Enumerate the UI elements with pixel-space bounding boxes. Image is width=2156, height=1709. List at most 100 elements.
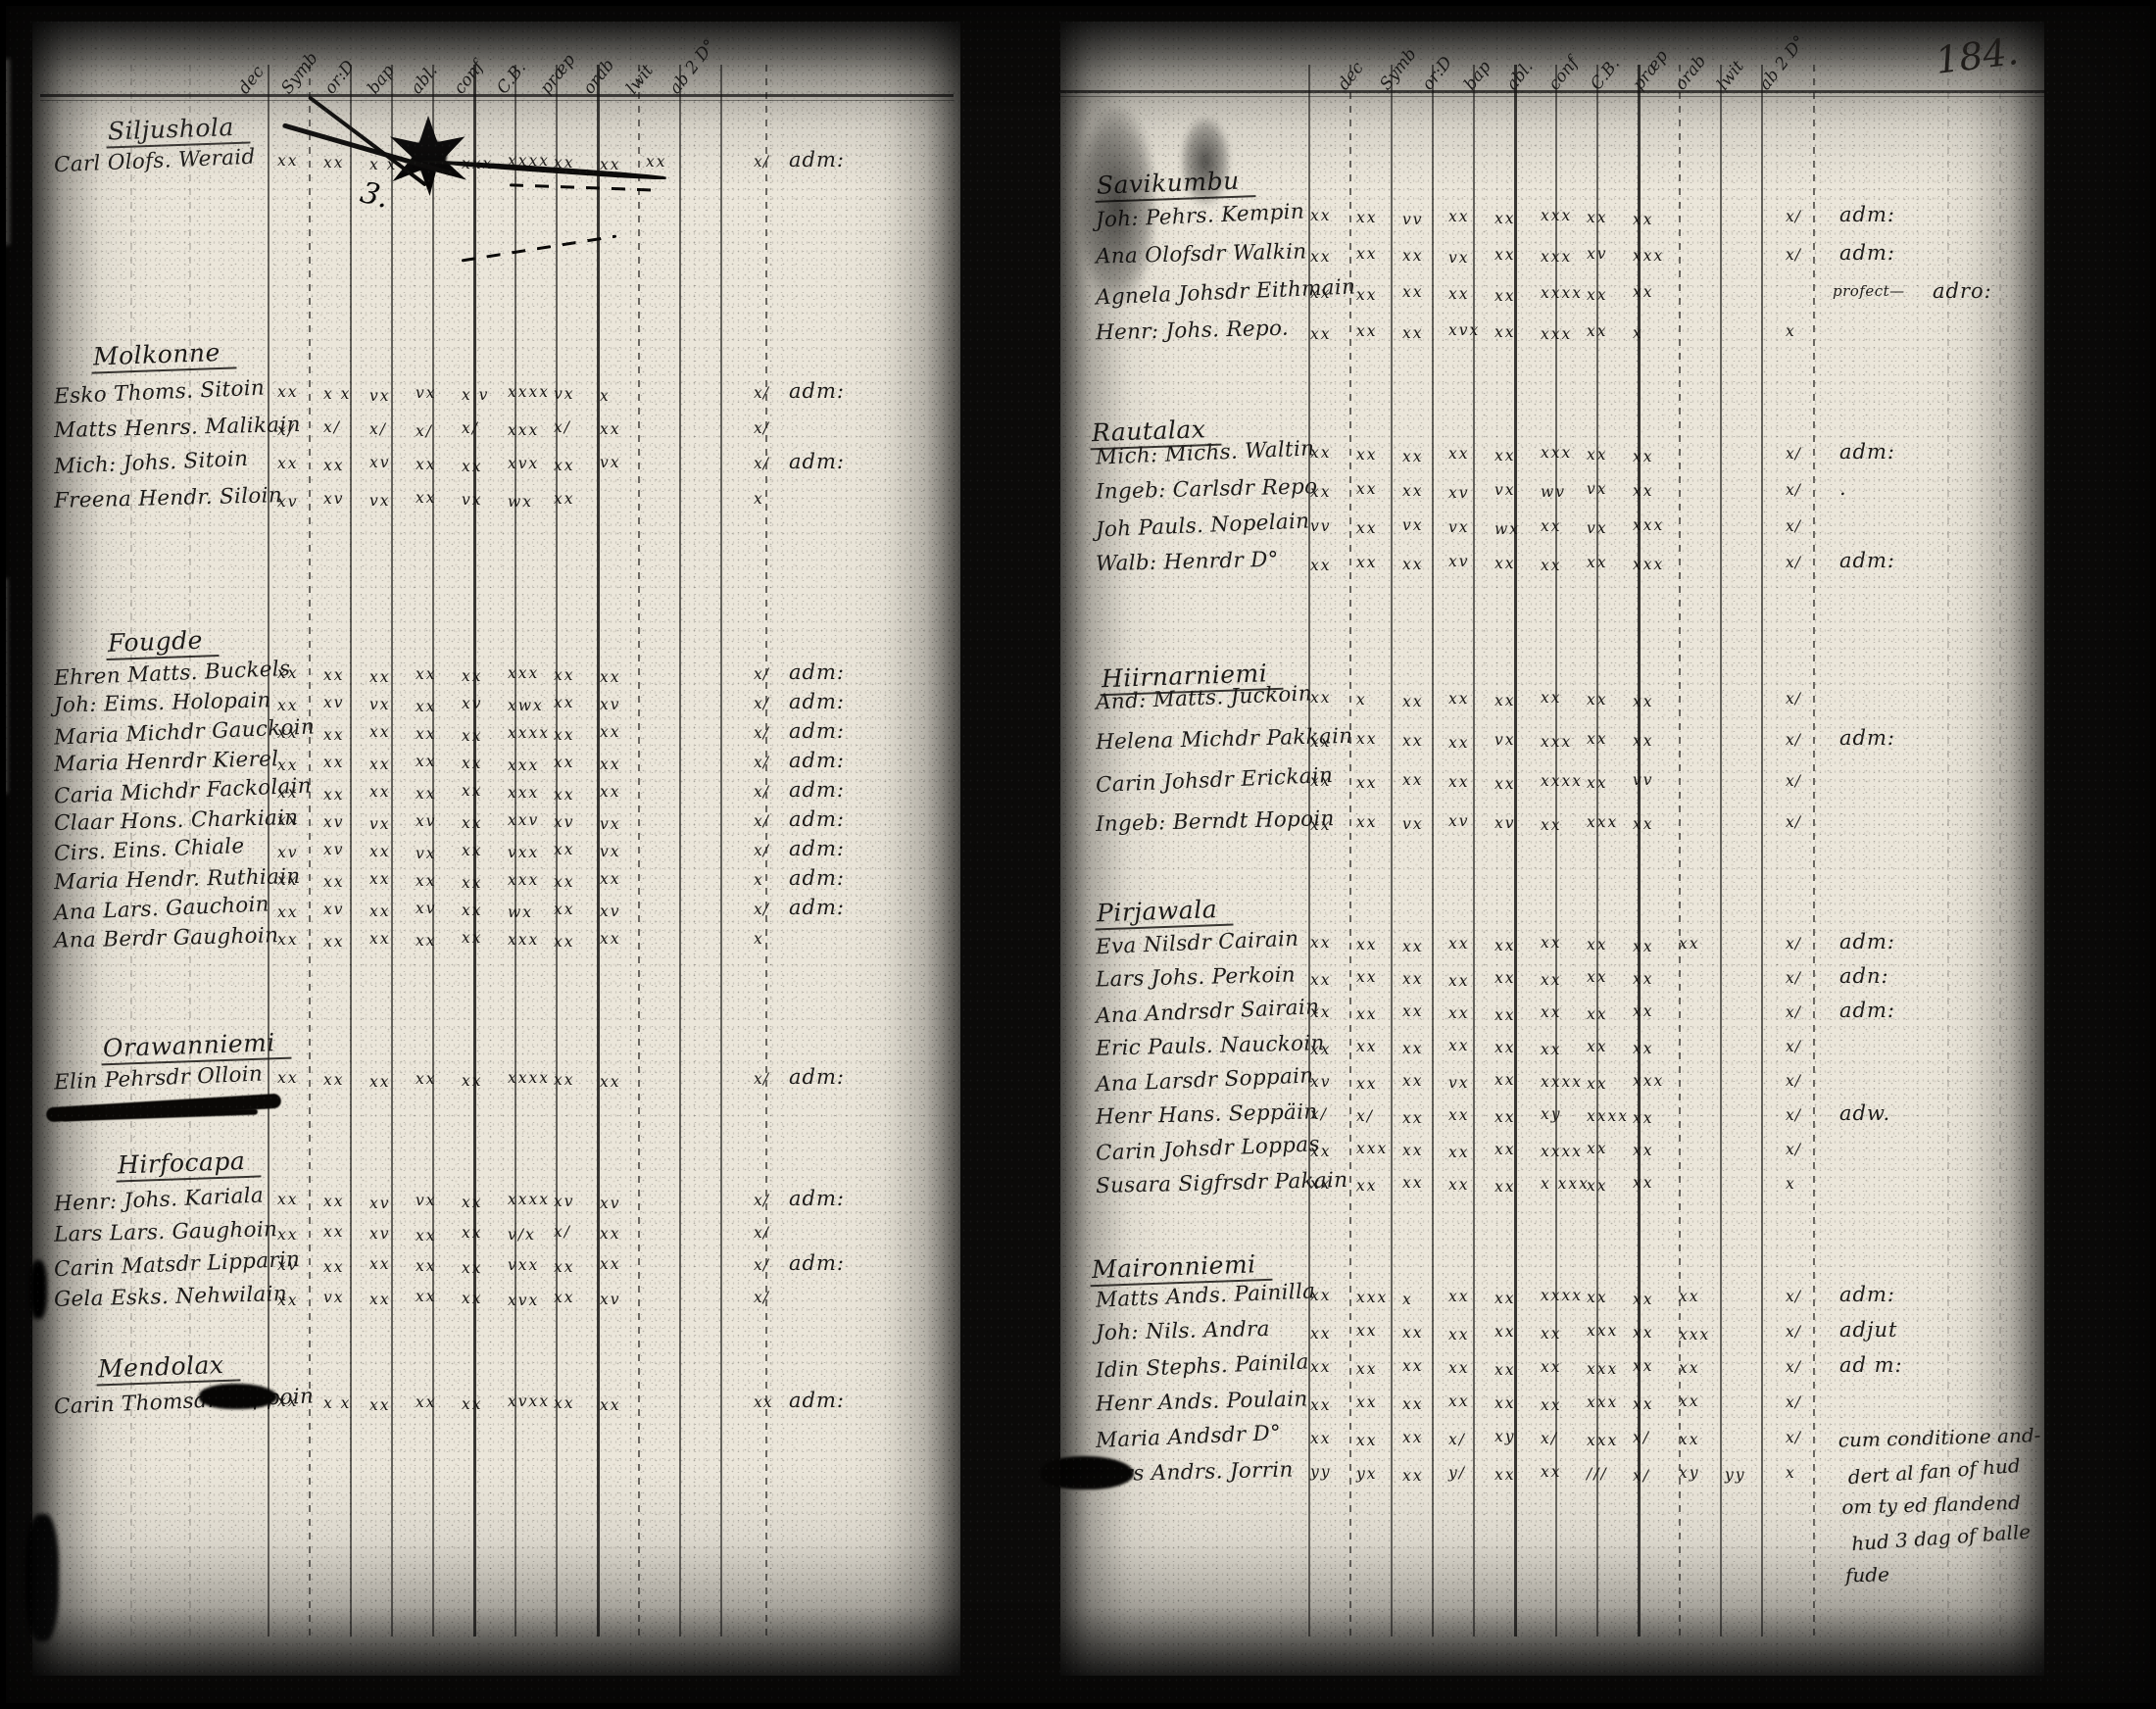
column-rule xyxy=(556,65,558,1636)
column-header: lwit xyxy=(1713,57,1748,94)
communion-marks: xx xyxy=(1310,1041,1332,1058)
column-header: orab xyxy=(579,55,619,98)
communion-marks: xx xyxy=(1402,283,1424,301)
person-name: Freena Hendr. Siloin xyxy=(53,483,283,513)
communion-marks: xx xyxy=(277,903,299,921)
communion-marks: xx xyxy=(1679,1288,1700,1305)
communion-marks: xx xyxy=(600,723,621,741)
communion-marks: xx xyxy=(416,665,437,683)
communion-marks: xx xyxy=(1587,1038,1608,1055)
communion-marks: xx xyxy=(1587,730,1608,748)
communion-marks: xx xyxy=(369,668,391,686)
column-rule-faint xyxy=(189,65,191,1636)
communion-marks: xx xyxy=(554,873,575,891)
communion-marks: xx xyxy=(1402,1072,1424,1090)
communion-marks: xx xyxy=(1448,690,1470,708)
communion-marks: xx xyxy=(323,754,345,771)
communion-marks: xv xyxy=(369,1225,391,1243)
communion-marks: x/ xyxy=(277,421,295,439)
communion-marks: wx xyxy=(508,493,534,511)
person-name: Matts Ands. Painilla xyxy=(1095,1279,1316,1313)
communion-marks: xx xyxy=(1310,1287,1332,1304)
column-rule xyxy=(1555,65,1557,1636)
communion-marks: xx xyxy=(1633,1395,1654,1413)
communion-marks: x/ xyxy=(323,418,341,436)
tail-mark: x xyxy=(1786,1175,1795,1193)
person-name: Joh: Nils. Andra xyxy=(1095,1316,1271,1346)
communion-marks: xx xyxy=(600,783,621,801)
communion-marks: xx xyxy=(554,457,575,474)
communion-marks: xx xyxy=(416,753,437,770)
communion-marks: xx xyxy=(554,841,575,858)
column-rule xyxy=(1679,65,1681,1636)
column-rule xyxy=(1308,65,1310,1636)
communion-marks: xx xyxy=(1448,1288,1470,1305)
latin-margin-note-line: fude xyxy=(1844,1562,1890,1587)
communion-marks: xx xyxy=(1402,970,1424,988)
communion-marks: xx xyxy=(462,458,483,475)
register-row: Esko Thoms. Sitoin xx x x vx vx x v xxxx vx x x/a… xyxy=(32,376,960,410)
communion-marks: xx xyxy=(1541,1358,1562,1376)
communion-marks: xx xyxy=(1494,1006,1516,1024)
communion-marks: xx xyxy=(1356,209,1378,226)
communion-marks: xxx xyxy=(1587,1393,1619,1411)
communion-marks: xx xyxy=(323,726,345,744)
register-row: Walb: Henrdr D° xx xx xx xv xx xx xx xxx x/adm: xyxy=(1060,548,2044,579)
communion-marks: xx xyxy=(277,697,299,714)
tail-mark: x xyxy=(754,490,763,508)
communion-marks: xvx xyxy=(508,1292,540,1309)
communion-marks: xx xyxy=(462,929,483,947)
communion-marks: xx xyxy=(600,1255,621,1273)
tail-mark: x/ xyxy=(754,1224,769,1242)
register-row: Matts Henrs. Malikain x/x/x/x/x/xxx x/xx x/ xyxy=(32,413,960,445)
communion-marks: xx xyxy=(1310,1396,1332,1414)
communion-marks: xx xyxy=(369,1291,391,1308)
person-name: Maria Hendr. Ruthiain xyxy=(53,863,301,896)
communion-marks: xv xyxy=(462,695,483,712)
communion-marks: xv xyxy=(554,813,575,831)
communion-marks: xx xyxy=(1541,1396,1562,1414)
communion-marks: xxxx xyxy=(1587,1107,1629,1125)
admission-note: adm: xyxy=(789,660,845,684)
column-rule xyxy=(1349,65,1351,1636)
admission-note: adm: xyxy=(1839,999,1895,1022)
column-header: bap xyxy=(1460,57,1495,94)
communion-marks: xxx xyxy=(1541,207,1573,224)
communion-marks: x x xyxy=(323,385,352,403)
communion-marks: xvx xyxy=(1448,321,1481,339)
communion-marks: xx xyxy=(416,1227,437,1245)
admission-note: adm: xyxy=(789,837,845,860)
tail-mark: x xyxy=(754,871,763,889)
communion-marks: xx xyxy=(1494,1178,1516,1196)
communion-marks: xx xyxy=(1494,1466,1516,1484)
latin-margin-note-line: om ty ed flandend xyxy=(1841,1489,2022,1519)
communion-marks: vx xyxy=(1402,815,1424,833)
communion-marks: xx xyxy=(323,1071,345,1089)
tail-mark: x/ xyxy=(1786,554,1801,571)
tail-mark: x/ xyxy=(1786,1003,1801,1021)
communion-marks: xxx xyxy=(1633,516,1665,534)
column-header: ab 2 D° xyxy=(1755,31,1810,94)
communion-marks: xx xyxy=(416,1070,437,1088)
register-row: Joh Pauls. Nopelain vv xx vx vx wx xx vx xxx x/ xyxy=(1060,509,2044,543)
communion-marks: xx xyxy=(1633,970,1654,988)
communion-marks: xx xyxy=(416,1288,437,1305)
communion-marks: xx xyxy=(323,873,345,891)
tail-mark: x/ xyxy=(754,783,769,801)
communion-marks: xx xyxy=(1633,448,1654,465)
communion-marks: xx xyxy=(1541,1041,1562,1058)
communion-marks: xxxx xyxy=(508,383,550,401)
column-rule xyxy=(350,65,352,1636)
communion-marks: vx xyxy=(369,815,391,833)
communion-marks: vv xyxy=(1402,211,1424,228)
communion-marks: vx xyxy=(1448,518,1470,536)
communion-marks: xx xyxy=(600,870,621,888)
column-header: dec xyxy=(1334,58,1368,94)
communion-marks: xx xyxy=(600,1396,621,1414)
communion-marks: xx xyxy=(1310,689,1332,707)
communion-marks: xx xyxy=(1448,734,1470,752)
communion-marks: xx xyxy=(1587,936,1608,953)
register-row: Freena Hendr. Siloin xv xv vx xx vx wx xx x xyxy=(32,483,960,515)
tail-mark: x/ xyxy=(1786,1288,1801,1305)
communion-marks: xx xyxy=(1587,1005,1608,1023)
